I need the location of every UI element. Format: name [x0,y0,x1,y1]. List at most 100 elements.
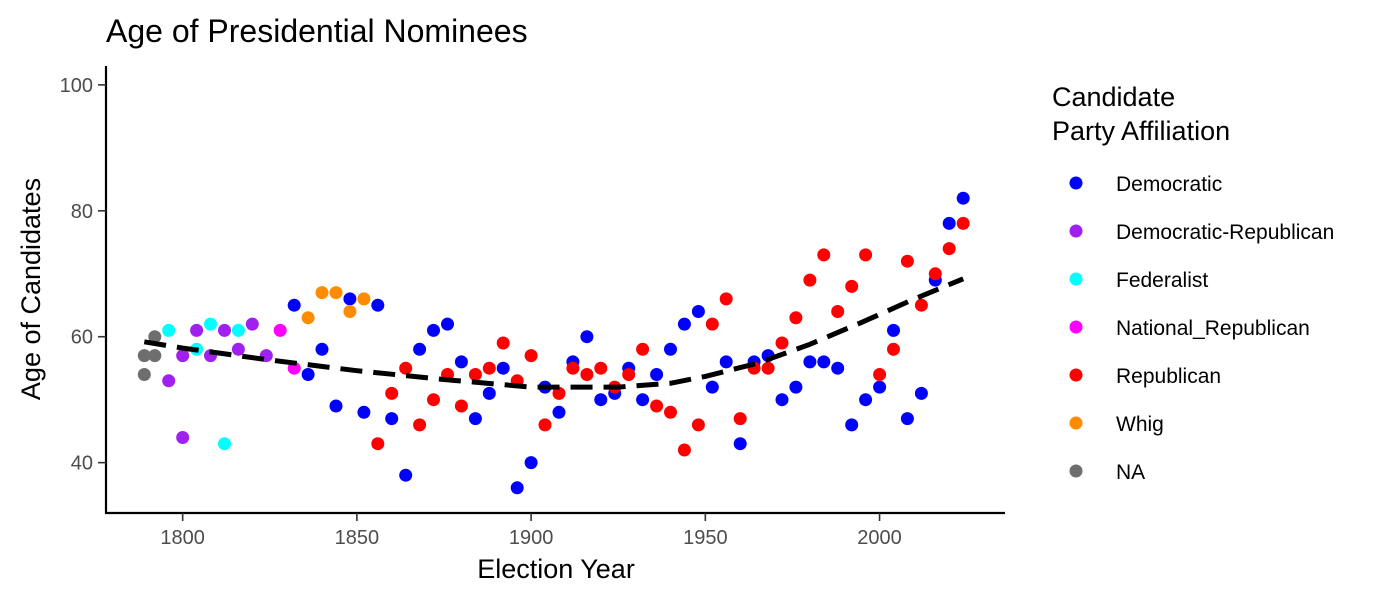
x-tick-label: 2000 [857,527,902,549]
x-tick-label: 1800 [160,527,205,549]
point-republican [427,393,440,407]
point-republican [761,361,775,375]
y-tick-label: 80 [71,201,93,223]
point-national-republican [273,323,287,337]
point-democratic [775,393,789,407]
point-democratic [705,380,719,394]
x-tick-label: 1900 [509,527,554,549]
point-republican [468,368,482,381]
point-democratic [315,342,329,356]
point-democratic [733,437,747,451]
point-republican [454,399,468,413]
point-democratic [845,418,859,432]
point-democratic [580,330,594,344]
legend: Candidate Party Affiliation DemocraticDe… [1052,82,1334,484]
point-democratic [287,298,301,312]
point-democratic [691,305,705,318]
point-republican [942,242,956,256]
point-democratic [385,412,399,426]
point-republican [859,248,873,262]
point-republican [705,317,719,331]
point-whig [329,286,343,300]
point-republican [873,368,887,381]
point-democratic-republican [176,431,190,444]
x-axis-label: Election Year [477,554,635,584]
legend-label: Republican [1116,365,1221,388]
legend-item-national-republican: National_Republican [1069,317,1310,340]
point-republican [566,361,580,375]
point-democratic [803,355,817,369]
point-republican [845,279,859,293]
legend-item-whig: Whig [1069,413,1164,436]
point-democratic [789,380,803,394]
point-federalist [204,317,217,331]
legend-marker [1069,272,1083,286]
series-whig [301,286,371,325]
legend-item-federalist: Federalist [1069,269,1208,292]
point-republican [900,254,914,268]
point-republican [928,267,942,281]
point-republican [482,361,496,375]
legend-marker [1069,176,1083,190]
point-democratic [914,386,928,400]
point-democratic [719,355,733,369]
point-whig [301,311,315,325]
point-democratic [677,317,691,331]
point-republican [552,386,566,400]
series-republican [371,216,970,457]
legend-item-na: NA [1069,461,1145,484]
point-republican [817,248,831,262]
point-democratic [636,393,650,407]
legend-item-democratic-republican: Democratic-Republican [1069,221,1334,244]
series-democratic [287,191,970,495]
point-republican [789,311,803,325]
point-federalist [218,437,231,451]
point-democratic [900,412,914,426]
point-democratic [343,292,357,306]
chart-title: Age of Presidential Nominees [106,13,528,49]
y-axis-ticks: 40 60 80 100 [60,75,106,475]
x-axis-ticks: 1800 1850 1900 1950 2000 [160,513,902,549]
legend-marker [1069,416,1083,430]
point-democratic [468,412,482,426]
point-republican [733,412,747,426]
y-tick-label: 60 [71,327,93,349]
series-national-republican [273,323,301,375]
point-democratic [441,317,454,331]
point-democratic [371,298,385,312]
point-republican [413,418,427,432]
legend-item-democratic: Democratic [1069,173,1222,196]
point-republican [803,273,817,287]
point-democratic [301,368,315,381]
point-democratic [942,216,956,230]
y-tick-label: 100 [60,75,93,97]
point-democratic [650,368,664,381]
point-democratic [873,380,887,394]
point-whig [315,286,329,300]
point-republican [622,368,636,381]
legend-label: Federalist [1116,269,1208,292]
legend-title-line-1: Candidate [1052,82,1175,112]
point-republican [887,342,900,356]
point-republican [538,418,552,432]
legend-label: Democratic-Republican [1116,221,1334,244]
legend-title-line-2: Party Affiliation [1052,116,1230,146]
x-tick-label: 1950 [683,527,728,549]
point-democratic [496,361,510,375]
point-federalist [162,323,176,337]
legend-item-republican: Republican [1069,365,1221,388]
point-republican [496,336,510,350]
series-democratic-republican [162,317,273,444]
point-republican [914,298,928,312]
point-democratic [594,393,608,407]
point-republican [831,305,845,318]
point-democratic [329,399,343,413]
legend-label: NA [1116,461,1145,484]
point-republican [664,405,677,419]
point-democratic [510,481,524,495]
legend-items: Democratic Democratic-Republican Federalis… [1069,173,1334,484]
point-democratic [956,191,970,205]
legend-marker [1069,464,1083,478]
point-republican [371,437,385,451]
